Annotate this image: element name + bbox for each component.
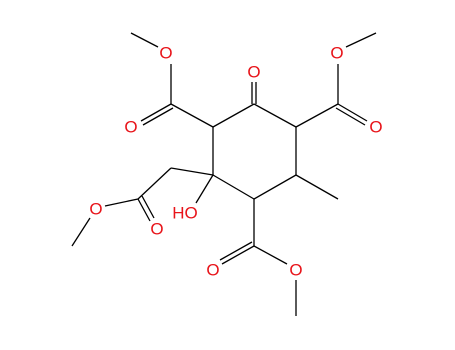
bond	[212, 174, 255, 200]
bond	[221, 245, 255, 265]
atom-label: HO	[172, 204, 198, 223]
atom-label: O	[206, 261, 219, 280]
bond	[130, 32, 159, 48]
bond	[219, 241, 253, 261]
bond	[141, 195, 155, 219]
bond	[253, 174, 297, 200]
atom-label: O	[289, 261, 302, 280]
bond	[295, 174, 339, 200]
atom-labels: O O O O O O O HO O O	[89, 44, 382, 280]
atom-label: O	[369, 118, 382, 137]
bond	[337, 103, 368, 122]
bond	[140, 103, 172, 122]
bond	[142, 107, 174, 126]
bond	[104, 198, 139, 207]
bonds	[71, 32, 377, 316]
bond	[253, 245, 288, 265]
bond	[137, 167, 172, 200]
atom-label: O	[89, 200, 102, 219]
bond	[345, 32, 377, 48]
bond	[253, 103, 297, 128]
atom-label: O	[247, 63, 260, 82]
atom-label: O	[159, 44, 172, 63]
bond	[71, 217, 91, 247]
bond	[212, 103, 255, 128]
bond	[170, 167, 214, 176]
atom-label: O	[150, 220, 163, 239]
bond	[195, 174, 214, 204]
bond	[335, 107, 366, 126]
bond	[295, 103, 339, 128]
bond	[137, 198, 151, 222]
bond	[170, 103, 214, 128]
atom-label: O	[124, 118, 137, 137]
atom-label: O	[330, 44, 343, 63]
